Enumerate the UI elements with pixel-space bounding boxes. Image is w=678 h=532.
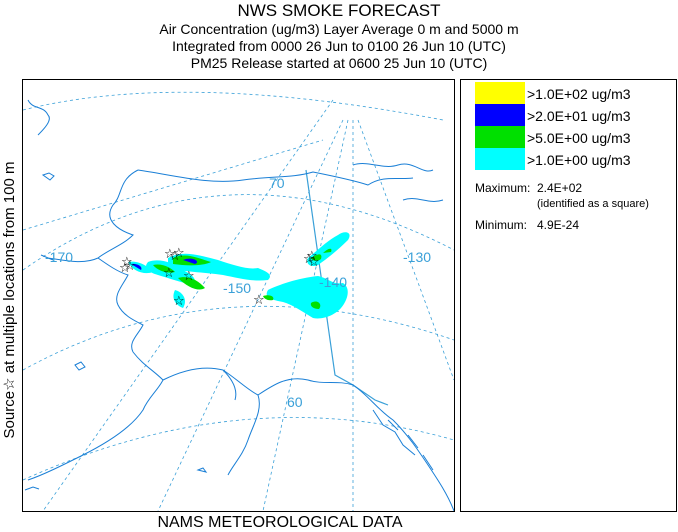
svg-text:☆: ☆ <box>173 246 185 261</box>
svg-text:☆: ☆ <box>303 252 315 267</box>
subtitle-release: PM25 Release started at 0600 25 Jun 10 (… <box>190 55 488 71</box>
map-canvas: ☆☆☆ ☆☆☆ ☆ ☆ ☆ ☆ ☆☆☆ 70 60 -170 -150 -140 -… <box>22 91 455 512</box>
minimum-value: 4.9E-24 <box>537 218 580 232</box>
legend-swatch-cyan <box>475 148 525 170</box>
smoke-map: ☆ ☆ ☆ ☆ ☆ ☆ ☆ ☆ ☆ ☆ ☆ ☆ ☆ 70 60 -170 -150 -140 -… <box>22 79 455 512</box>
legend-panel: >1.0E+02 ug/m3 >2.0E+01 ug/m3 >5.0E+00 u… <box>460 79 677 512</box>
source-side-label: Source☆ at multiple locations from 100 m <box>1 161 18 439</box>
lon-label-150: -150 <box>223 280 251 296</box>
svg-text:☆: ☆ <box>163 266 175 281</box>
minimum-label: Minimum: <box>475 218 528 232</box>
legend-swatch-green <box>475 126 525 148</box>
svg-text:☆: ☆ <box>169 249 181 264</box>
latitude-gridlines <box>22 91 455 481</box>
svg-text:☆: ☆ <box>173 294 185 309</box>
source-markers: ☆☆☆ ☆☆☆ ☆ ☆ ☆ ☆ ☆☆☆ <box>119 246 320 309</box>
svg-text:☆: ☆ <box>164 247 176 262</box>
legend-label-1: >1.0E+02 ug/m3 <box>527 86 631 102</box>
islands <box>24 172 208 491</box>
subtitle-integration: Integrated from 0000 26 Jun to 0100 26 J… <box>172 38 506 54</box>
legend-label-3: >5.0E+00 ug/m3 <box>527 130 631 146</box>
lon-label-140: -140 <box>319 274 347 290</box>
meteorological-data-label: NAMS METEOROLOGICAL DATA <box>157 514 403 531</box>
lat-label-70: 70 <box>269 175 285 191</box>
svg-text:☆: ☆ <box>308 255 320 270</box>
legend-swatch-yellow <box>475 82 525 104</box>
lon-label-130: -130 <box>403 249 431 265</box>
lon-label-170: -170 <box>45 249 73 265</box>
legend-label-2: >2.0E+01 ug/m3 <box>527 108 631 124</box>
maximum-value: 2.4E+02 <box>537 181 583 195</box>
coastline <box>27 99 455 512</box>
svg-text:☆: ☆ <box>253 293 265 308</box>
lat-label-60: 60 <box>287 394 303 410</box>
subtitle-concentration: Air Concentration (ug/m3) Layer Average … <box>159 21 519 37</box>
maximum-label: Maximum: <box>475 181 531 195</box>
forecast-title: NWS SMOKE FORECAST <box>237 1 441 20</box>
svg-text:☆: ☆ <box>124 259 136 274</box>
smoke-plumes <box>128 232 350 319</box>
longitude-gridlines <box>22 99 455 512</box>
legend-swatch-blue <box>475 104 525 126</box>
legend-label-4: >1.0E+00 ug/m3 <box>527 152 631 168</box>
svg-text:☆: ☆ <box>121 255 133 270</box>
maximum-note: (identified as a square) <box>537 198 649 210</box>
svg-text:☆: ☆ <box>183 269 195 284</box>
svg-text:☆: ☆ <box>119 261 131 276</box>
svg-text:☆: ☆ <box>306 249 318 264</box>
